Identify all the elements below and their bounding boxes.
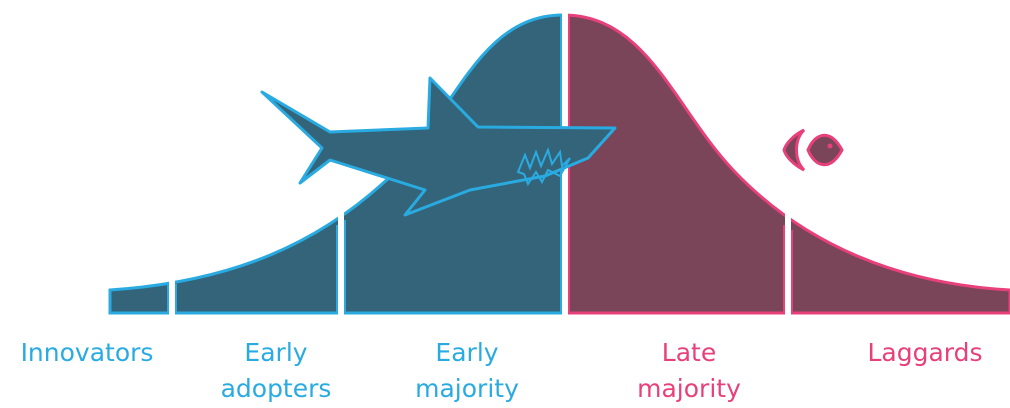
segment-label: adopters	[221, 374, 332, 403]
segment-label: Early	[435, 338, 498, 367]
fish	[784, 130, 842, 170]
adoption-diagram: Innovators Early adopters Early majority Late…	[0, 0, 1010, 408]
labels: Innovators Early adopters Early majority Late…	[21, 338, 983, 403]
segment-label: Innovators	[21, 338, 154, 367]
segment-label: Laggards	[867, 338, 982, 367]
segment-label: majority	[415, 374, 519, 403]
segment-label: majority	[637, 374, 741, 403]
segment-label: Early	[244, 338, 307, 367]
segment-label: Late	[662, 338, 716, 367]
